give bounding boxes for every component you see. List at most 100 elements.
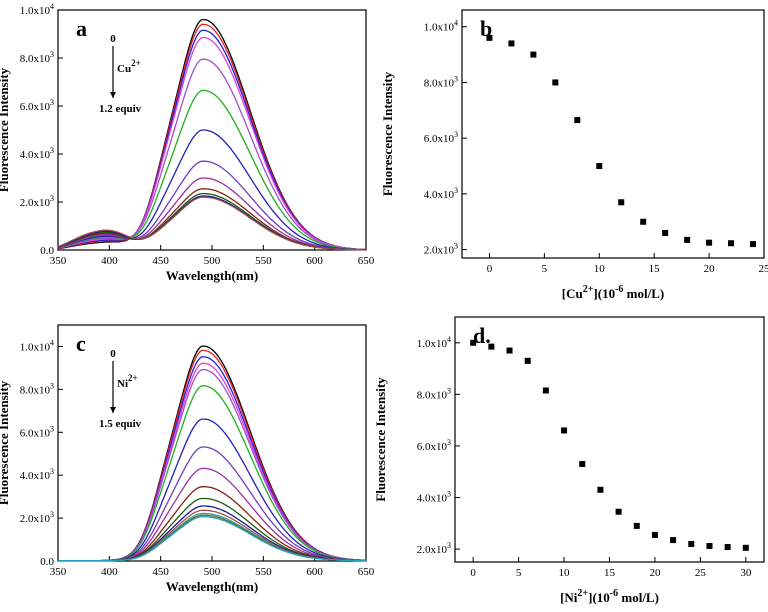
data-point: [486, 34, 493, 41]
data-point: [579, 461, 586, 467]
data-point: [706, 239, 713, 246]
x-tick-label: 350: [50, 566, 67, 578]
data-point: [651, 531, 658, 538]
x-tick-label: 600: [306, 566, 323, 578]
y-tick-exponent: 3: [454, 242, 458, 251]
spectrum-line-0.1: [58, 349, 366, 562]
y-tick-exponent: 3: [50, 510, 54, 519]
data-point: [615, 508, 622, 515]
y-tick-exponent: 3: [454, 130, 458, 139]
y-tick-exponent: 3: [50, 467, 54, 476]
y-tick-exponent: 4: [454, 19, 458, 28]
x-tick-label: 400: [101, 255, 118, 267]
annotation-ion: Cu2+: [117, 58, 141, 75]
y-tick-base: 2.0x10: [417, 544, 448, 556]
panel-label: b: [480, 16, 492, 41]
y-tick-base: 4.0x10: [20, 470, 51, 482]
y-tick-exponent: 3: [447, 386, 451, 395]
y-tick-base: 2.0x10: [20, 197, 51, 209]
data-point: [596, 163, 603, 170]
y-tick-base: 1.0x10: [417, 338, 448, 350]
data-point: [618, 199, 625, 206]
spectrum-line-1.5: [58, 516, 366, 562]
data-point: [488, 343, 495, 350]
y-tick-exponent: 3: [454, 186, 458, 195]
y-tick-label: 2.0x103: [424, 242, 458, 257]
y-tick-label: 4.0x103: [20, 467, 54, 482]
data-point: [470, 339, 477, 346]
y-tick-label: 6.0x103: [20, 424, 54, 439]
y-tick-exponent: 4: [447, 335, 451, 344]
y-tick-label: 8.0x103: [20, 381, 54, 396]
x-tick-label: 25: [759, 263, 768, 275]
x-tick-label: 5: [542, 263, 548, 275]
annotation-start: 0: [110, 33, 116, 45]
y-tick-exponent: 3: [50, 381, 54, 390]
annotation-ion-charge: 2+: [128, 373, 138, 383]
annotation-end: 1.5 equiv: [99, 418, 142, 430]
y-tick-label: 4.0x103: [424, 186, 458, 201]
x-tick-label: 10: [559, 567, 571, 579]
spectrum-line-0.1: [57, 23, 367, 251]
annotation-start: 0: [110, 348, 116, 360]
panel-label: a: [76, 16, 87, 41]
x-label-part: [Cu: [562, 286, 583, 301]
spectrum-line-0.7: [57, 160, 366, 251]
y-tick-base: 6.0x10: [20, 427, 51, 439]
data-point: [640, 218, 647, 225]
y-tick-exponent: 3: [50, 424, 54, 433]
x-label-superscript: 2+: [583, 284, 594, 295]
panel-label: c: [76, 331, 86, 356]
plot-frame: [57, 9, 367, 251]
y-tick-base: 8.0x10: [424, 77, 455, 89]
annotation-end: 1.2 equiv: [99, 103, 142, 115]
y-tick-base: 1.0x10: [20, 341, 51, 353]
y-tick-label: 6.0x103: [424, 130, 458, 145]
y-tick-label: 8.0x103: [417, 386, 451, 401]
y-axis-label: Fluorescence Intensity: [0, 67, 11, 192]
scatter-points: [486, 34, 757, 248]
y-tick-base: 8.0x10: [417, 389, 448, 401]
annotation-ion: Ni2+: [117, 373, 138, 390]
x-tick-label: 450: [152, 566, 169, 578]
y-tick-label: 0.0: [40, 556, 54, 568]
panel-c: 350 400 450 500 550 600 6500.02.0x1034.0x1036.…: [0, 324, 375, 594]
y-axis-label: Fluorescence Intensity: [0, 380, 11, 505]
spectrum-line-0.3: [57, 36, 367, 251]
scatter-points: [470, 339, 749, 551]
data-point: [508, 40, 515, 47]
x-tick-label: 25: [695, 567, 707, 579]
data-point: [742, 544, 749, 551]
x-tick-label: 20: [704, 263, 716, 275]
x-tick-label: 5: [516, 567, 522, 579]
titration-annotation: 0 Cu2+ 1.2 equiv: [99, 33, 142, 115]
x-tick-label: 600: [306, 255, 323, 267]
y-axis-label: Fluorescence Intensity: [380, 71, 395, 196]
spectrum-line-0.9: [58, 486, 366, 562]
spectrum-line-0.5: [58, 385, 367, 562]
x-tick-label: 10: [594, 263, 606, 275]
data-point: [662, 229, 669, 236]
x-tick-label: 650: [358, 255, 375, 267]
y-tick-label: 2.0x103: [20, 194, 54, 209]
x-tick-label: 30: [740, 567, 752, 579]
data-point: [750, 241, 757, 248]
annotation-ion-charge: 2+: [131, 58, 141, 68]
x-axis-label: Wavelength(nm): [166, 268, 258, 283]
spectrum-line-0.2: [58, 356, 366, 562]
spectrum-line-0.4: [58, 369, 367, 562]
x-tick-label: 350: [50, 255, 67, 267]
data-point: [552, 79, 559, 86]
x-tick-label: 20: [649, 567, 661, 579]
x-tick-label: 550: [255, 255, 272, 267]
x-label-part: ](10: [588, 590, 610, 605]
x-tick-label: 450: [152, 255, 169, 267]
panel-label: d.: [473, 323, 491, 348]
x-label-superscript: -6: [610, 588, 618, 599]
y-tick-exponent: 3: [50, 146, 54, 155]
x-axis-label: Wavelength(nm): [166, 579, 258, 594]
data-point: [684, 236, 691, 243]
y-tick-base: 6.0x10: [417, 441, 448, 453]
x-tick-label: 0: [470, 567, 476, 579]
